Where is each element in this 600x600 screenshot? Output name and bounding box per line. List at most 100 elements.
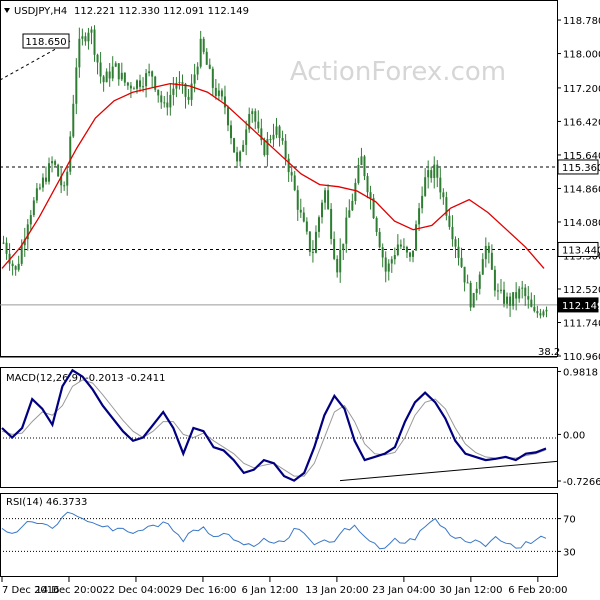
candle-body (412, 250, 415, 257)
candle-body (478, 274, 481, 289)
candle-body (381, 247, 384, 258)
candle-body (490, 252, 493, 270)
candle-body (375, 218, 378, 232)
rsi-pane (0, 493, 558, 577)
candle-body (199, 38, 202, 67)
candle-body (372, 198, 375, 219)
candle-body (330, 208, 333, 239)
candle-body (41, 177, 44, 188)
candle-body (460, 257, 463, 267)
candle-body (324, 190, 327, 203)
candle-body (418, 208, 421, 225)
candle-body (142, 86, 145, 88)
candle-body (123, 72, 126, 83)
candle-body (454, 239, 457, 247)
rsi-tick-label: 70 (563, 515, 576, 526)
candle-body (14, 266, 17, 270)
candle-body (196, 66, 199, 75)
candle-body (48, 163, 51, 182)
candle-body (129, 85, 132, 89)
candle-body (369, 192, 372, 199)
level-price-label: 113.440 (562, 245, 600, 256)
candle-body (387, 263, 390, 272)
candle-body (466, 282, 469, 284)
price-tick-label: 112.520 (563, 285, 600, 296)
candle-body (205, 51, 208, 65)
candle-body (278, 126, 281, 138)
price-tick-label: 116.420 (563, 117, 600, 128)
candle-body (63, 185, 66, 187)
ohlc-readout: 112.221 112.330 112.091 112.149 (74, 6, 249, 17)
candle-body (223, 96, 226, 108)
candle-body (457, 246, 460, 258)
candle-body (408, 252, 411, 257)
candle-body (421, 195, 424, 209)
candle-body (54, 161, 57, 165)
macd-axis-labels: 0.9818 0.00 -0.7266 (557, 367, 600, 488)
level-price-box (557, 159, 599, 175)
candle-body (251, 111, 254, 115)
candle-body (360, 156, 363, 165)
high-price-label: 118.650 (25, 37, 66, 48)
candle-body (339, 249, 342, 273)
rsi-tick-label: 30 (563, 547, 576, 558)
candle-body (533, 306, 536, 312)
candle-body (20, 245, 23, 264)
macd-tick-label: -0.7266 (563, 477, 600, 488)
candle-body (214, 87, 217, 96)
candle-body (272, 134, 275, 140)
candle-body (445, 197, 448, 216)
macd-main-line (1, 368, 547, 482)
collapse-triangle-icon[interactable] (4, 8, 10, 13)
candle-body (275, 126, 278, 135)
time-tick-label: 14 Dec 20:00 (35, 585, 102, 596)
candle-body (284, 140, 287, 159)
candle-body (17, 263, 20, 270)
candle-body (354, 182, 357, 201)
candle-body (515, 292, 518, 299)
candle-body (163, 102, 166, 104)
candle-body (5, 242, 8, 254)
candle-body (132, 88, 135, 90)
candle-body (290, 172, 293, 176)
rsi-title: RSI(14) 46.3733 (6, 497, 87, 508)
candle-body (302, 212, 305, 222)
candle-body (66, 171, 69, 186)
price-candles (2, 25, 548, 319)
candle-body (239, 151, 242, 162)
time-tick-label: 22 Dec 04:00 (102, 585, 169, 596)
candle-body (436, 164, 439, 178)
price-header: USDJPY,H4 112.221 112.330 112.091 112.14… (4, 6, 249, 17)
candle-body (493, 269, 496, 291)
moving-average-line (1, 82, 545, 269)
macd-pane (0, 367, 558, 488)
candle-body (384, 257, 387, 272)
candle-body (184, 83, 187, 97)
macd-title: MACD(12,26,9) -0.2013 -0.2411 (6, 373, 166, 384)
candle-body (402, 246, 405, 248)
candle-body (38, 187, 41, 189)
candle-body (105, 71, 108, 83)
candle-body (327, 190, 330, 209)
high-annotation: 118.650 (0, 33, 71, 81)
price-tick-label: 115.640 (563, 151, 600, 162)
symbol-label: USDJPY,H4 (14, 6, 67, 17)
candle-body (405, 247, 408, 253)
candle-body (69, 136, 72, 172)
candle-body (187, 96, 190, 100)
candle-body (427, 170, 430, 178)
candle-body (211, 68, 214, 88)
candle-body (44, 177, 47, 182)
candle-body (472, 293, 475, 308)
candle-body (299, 209, 302, 213)
candle-body (151, 71, 154, 77)
candle-body (102, 76, 105, 83)
candle-body (296, 190, 299, 210)
price-tick-label: 114.080 (563, 218, 600, 229)
candle-body (193, 74, 196, 84)
candle-body (114, 63, 117, 67)
price-tick-label: 113.300 (563, 251, 600, 262)
candle-body (248, 114, 251, 130)
